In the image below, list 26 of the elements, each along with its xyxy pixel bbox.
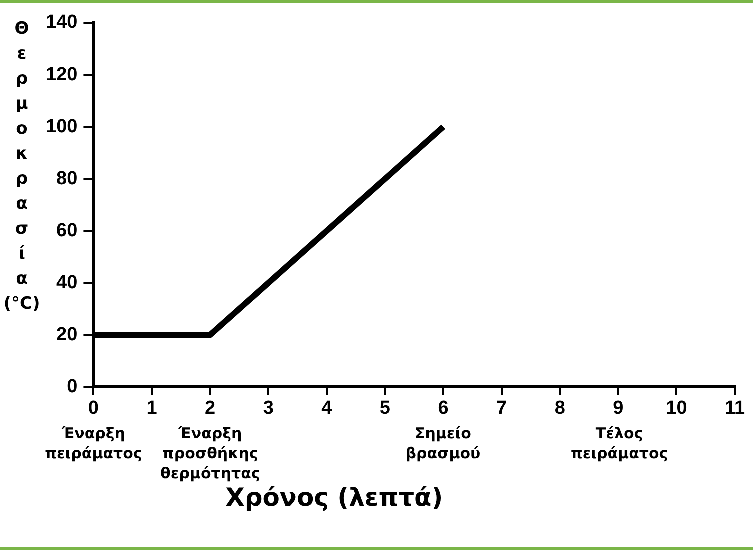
x-tick-label: 3 xyxy=(263,398,274,419)
x-tick-label: 5 xyxy=(380,398,391,419)
text: Σημείο βρασμού xyxy=(406,424,481,463)
x-axis-title: Χρόνος (λεπτά) xyxy=(226,483,444,512)
x-tick-label: 7 xyxy=(496,398,508,419)
y-tick-label: 20 xyxy=(56,324,78,346)
x-tick-label: 4 xyxy=(322,398,333,419)
x-tick-label: 8 xyxy=(554,398,566,419)
y-tick-label: 60 xyxy=(56,220,78,242)
text: Έναρξη προσθήκης θερμότητας xyxy=(160,424,260,483)
text: Έναρξη πειράματος xyxy=(45,424,142,463)
text: Τέλος πειράματος xyxy=(570,424,668,463)
y-tick-label: 140 xyxy=(46,12,78,34)
y-tick-label: 0 xyxy=(67,376,78,398)
y-tick-label: 40 xyxy=(56,272,78,294)
x-tick-label: 2 xyxy=(205,398,216,419)
y-tick-label: 100 xyxy=(46,116,78,138)
x-tick-label: 1 xyxy=(146,398,158,419)
x-tick-label: 6 xyxy=(438,398,449,419)
x-tick-label: 11 xyxy=(724,398,746,419)
x-tick-label: 9 xyxy=(613,398,624,419)
x-tick-label: 10 xyxy=(666,398,688,419)
y-tick-label: 120 xyxy=(46,64,78,86)
text: Θερμοκρασία (°C) xyxy=(4,18,40,314)
x-tick-label: 0 xyxy=(88,398,99,419)
y-tick-label: 80 xyxy=(56,168,78,190)
